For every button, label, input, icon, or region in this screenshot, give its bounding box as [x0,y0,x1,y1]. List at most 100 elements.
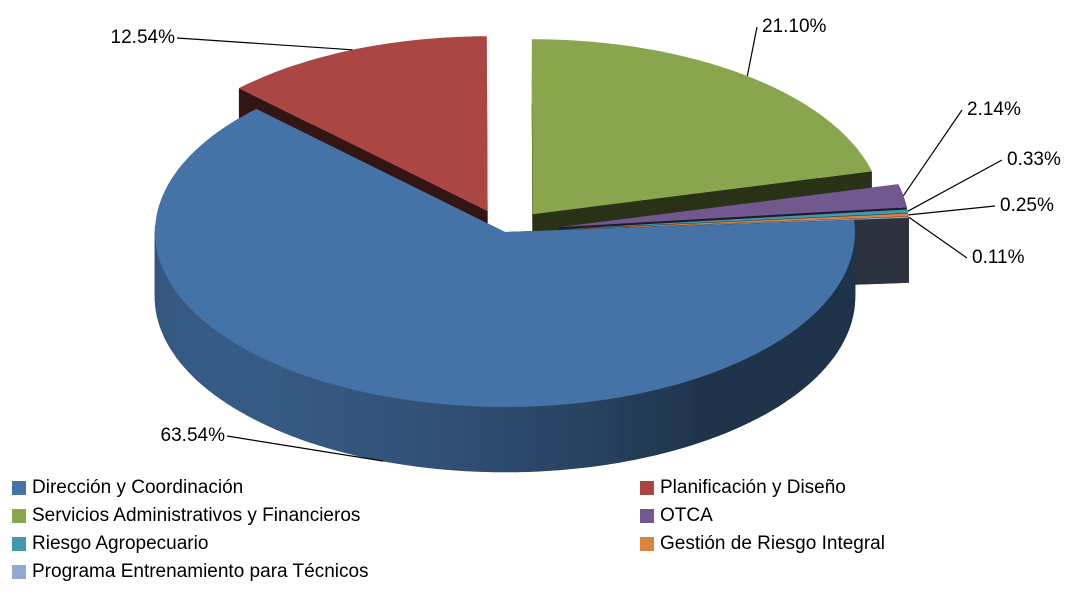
slice-side [239,345,247,416]
slice-side [577,401,589,469]
slice-side [283,367,293,437]
slice-side [505,406,517,473]
slice-side [317,379,328,449]
slice-side [627,393,639,462]
legend-swatch [12,565,26,579]
leader-line [746,26,758,77]
data-label: 21.10% [762,16,827,37]
slice-side [176,291,181,363]
leader-line [176,37,353,51]
leader-line [908,216,968,259]
slice-side [710,370,720,440]
slice-side [807,314,814,386]
legend-swatch [640,481,654,495]
legend-swatch [12,537,26,551]
slice-top [559,216,909,230]
slice-side [837,280,841,353]
legend-label: Servicios Administrativos y Financieros [32,505,360,526]
slice-side [291,370,301,440]
slice-side [326,382,337,451]
slice-top [559,184,907,228]
slice-side [188,305,194,378]
slice-side [363,391,374,460]
legend-swatch [640,537,654,551]
legend-swatch [12,509,26,523]
legend-swatch [640,509,654,523]
slice-side [373,393,384,462]
slice-side [546,404,559,472]
slice-top [155,108,855,408]
slice-side [253,353,262,423]
slice-side [169,281,174,354]
slice-side [219,333,227,404]
slice-side [845,266,849,337]
legend-swatch [12,481,26,495]
slice-side [402,399,414,467]
slice-side [192,310,199,382]
leader-line [902,109,963,197]
slice-side [801,319,809,390]
legend-label: OTCA [660,505,713,526]
data-label: 0.33% [1007,149,1061,170]
slice-side [412,400,424,468]
slice-side [526,405,538,473]
slice-side [267,360,277,430]
leader-line [226,435,384,462]
slice-side [392,397,404,465]
slice-side [197,315,204,387]
slice-side [208,324,215,395]
slice-side [172,286,177,359]
slice-side [161,267,165,338]
slice-side [453,404,465,472]
slice-side [179,296,185,368]
slice-side [830,290,835,363]
slice-side [183,301,189,373]
slice-side [637,391,648,460]
slice-side [422,401,434,469]
slice-side [826,295,831,368]
slice-side [840,276,844,347]
slice-top [559,209,909,230]
slice-side [202,319,209,391]
slice-side [790,328,798,399]
slice-side [213,328,221,400]
data-label: 0.11% [972,247,1025,268]
slice-side [557,403,569,471]
slice-side [300,373,310,443]
slice-side [656,386,667,456]
slice-side [474,405,486,473]
data-label: 0.25% [1000,195,1054,216]
slice-side [796,323,803,395]
slice-side [771,340,779,411]
slice-side [821,300,827,372]
slice-side [567,402,579,470]
slice-side [443,403,455,471]
slice-side [608,397,619,465]
slice-side [232,341,240,412]
data-label: 2.14% [967,99,1021,120]
slice-side [246,349,254,420]
slice-side [515,406,527,473]
slice-side [432,402,444,470]
slice-side [777,336,786,407]
slice-side [757,348,766,419]
slice-side [692,376,703,445]
slice-top [238,36,488,212]
slice-side [742,356,751,426]
slice-top [559,213,909,230]
slice-side [726,363,736,433]
slice-side [275,363,285,434]
data-label: 12.54% [111,27,176,48]
slice-side [675,381,685,451]
slice-side [817,305,823,377]
slice-side [335,384,346,454]
legend-label: Planificación y Diseño [660,477,846,498]
slice-side [734,359,744,430]
slice-side [308,376,319,446]
slice [154,108,856,473]
legend-label: Gestión de Riesgo Integral [660,533,885,554]
leader-line [908,205,996,216]
slice-side [354,389,365,458]
legend-label: Riesgo Agropecuario [32,533,208,554]
slice-side [718,366,728,436]
